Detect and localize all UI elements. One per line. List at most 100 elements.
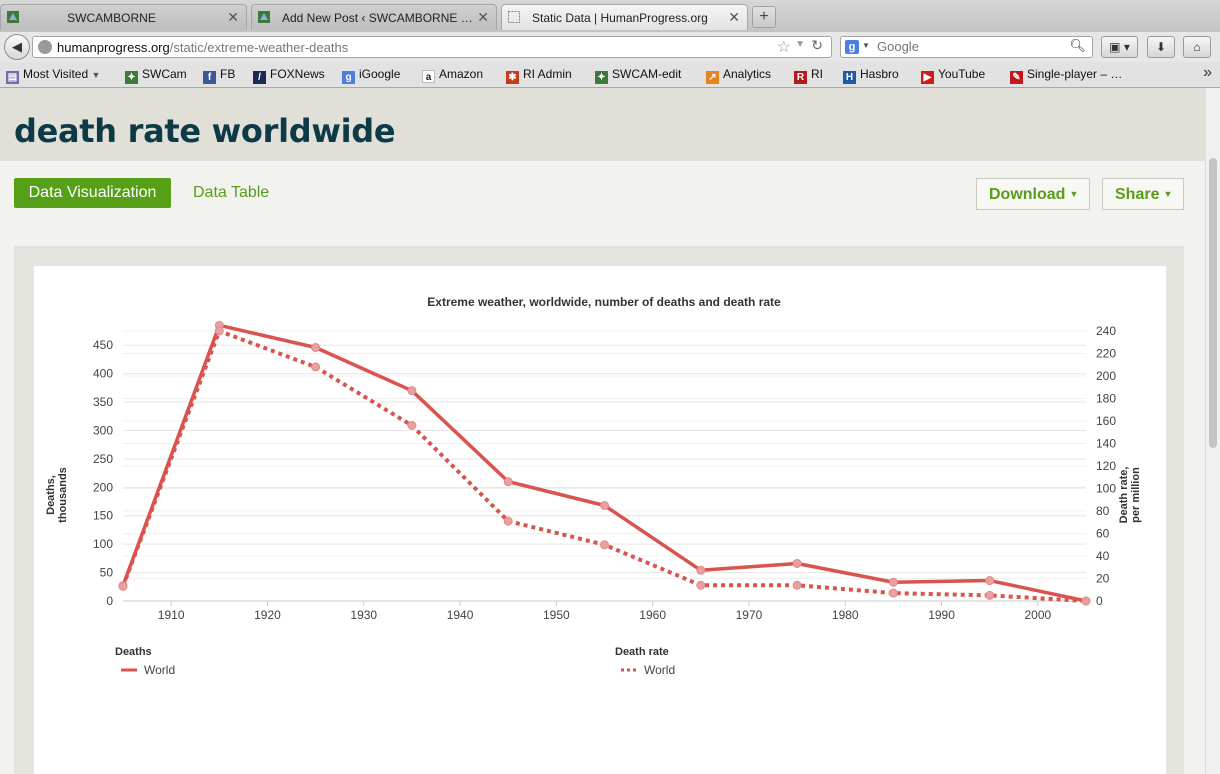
scrollbar-thumb[interactable]: [1209, 158, 1217, 448]
bookmark-ri-admin[interactable]: ✱ RI Admin: [506, 67, 572, 84]
y-left-tick-label: 400: [93, 367, 113, 381]
page-header: death rate worldwide: [0, 88, 1205, 161]
back-arrow-icon: ◀: [12, 39, 22, 54]
y-right-tick-label: 220: [1096, 347, 1116, 361]
chart-card: Extreme weather, worldwide, number of de…: [34, 266, 1166, 774]
bookmark-most-visited[interactable]: ▤ Most Visited ▼: [6, 67, 100, 84]
data-point: [407, 386, 417, 396]
address-url: humanprogress.org/static/extreme-weather…: [57, 40, 348, 55]
engine-dropdown-icon[interactable]: ▼: [862, 41, 870, 50]
y-left-tick-label: 250: [93, 452, 113, 466]
swcam-favicon-icon: [6, 10, 20, 24]
bookmark-ri[interactable]: R RI: [794, 67, 823, 84]
home-icon: ⌂: [1193, 40, 1201, 54]
bookmark-label: SWCam: [142, 67, 187, 81]
bookmark-amazon[interactable]: a Amazon: [422, 67, 483, 83]
bookmark-youtube[interactable]: ▶ YouTube: [921, 67, 985, 84]
bookmark-single-player[interactable]: ✎ Single-player – …: [1010, 67, 1122, 84]
x-tick-label: 1960: [639, 608, 666, 622]
bookmarks-menu-button[interactable]: ▣ ▾: [1101, 36, 1138, 58]
data-point: [888, 577, 898, 587]
legend-series-name: World: [644, 663, 675, 677]
y-right-tick-label: 80: [1096, 504, 1110, 518]
share-label: Share: [1115, 186, 1160, 203]
share-button[interactable]: Share ▼: [1102, 178, 1184, 210]
bookmark-swcam[interactable]: ✦ SWCam: [125, 67, 187, 84]
y-right-tick-label: 200: [1096, 369, 1116, 383]
page-content: death rate worldwide Data Visualization …: [0, 88, 1205, 774]
data-point: [792, 558, 802, 568]
url-domain: humanprogress.org: [57, 40, 170, 55]
y-right-tick-label: 180: [1096, 392, 1116, 406]
y-left-tick-label: 300: [93, 423, 113, 437]
search-input[interactable]: [875, 38, 1069, 55]
new-tab-button[interactable]: +: [752, 6, 776, 28]
bookmark-analytics[interactable]: ↗ Analytics: [706, 67, 771, 84]
bookmark-swcam-edit[interactable]: ✦ SWCAM-edit: [595, 67, 681, 84]
browser-tab-static-data[interactable]: Static Data | HumanProgress.org ✕: [501, 4, 748, 30]
y-axis-left: 0 50 100 150 200 250 300 350 400 450: [93, 338, 113, 608]
data-point: [888, 588, 898, 598]
browser-tab-swcamborne[interactable]: SWCAMBORNE ✕: [0, 4, 247, 30]
chevron-down-icon: ▼: [91, 70, 101, 80]
close-tab-icon[interactable]: ✕: [477, 9, 489, 25]
more-bookmarks-chevron-icon[interactable]: »: [1203, 64, 1212, 81]
line-chart: Extreme weather, worldwide, number of de…: [45, 295, 1142, 677]
bookmark-label: Amazon: [439, 67, 484, 81]
data-point: [792, 580, 802, 590]
google-engine-icon[interactable]: g: [845, 40, 859, 54]
tab-data-table[interactable]: Data Table: [193, 184, 270, 201]
page-title: death rate worldwide: [14, 112, 396, 150]
back-button[interactable]: ◀: [4, 34, 30, 60]
tab-data-visualization[interactable]: Data Visualization: [14, 178, 171, 208]
home-button[interactable]: ⌂: [1183, 36, 1211, 58]
reload-icon[interactable]: ↻: [811, 37, 823, 53]
y-left-tick-label: 100: [93, 537, 113, 551]
downloads-button[interactable]: ⬇: [1147, 36, 1175, 58]
y-axis-left-label: Deaths,thousands: [45, 467, 69, 523]
bookmark-label: FOXNews: [270, 67, 325, 81]
bookmark-label: RI Admin: [523, 67, 572, 81]
bookmark-label: Analytics: [723, 67, 772, 81]
close-tab-icon[interactable]: ✕: [728, 9, 740, 25]
y-right-tick-label: 140: [1096, 437, 1116, 451]
series-line-deaths: [121, 323, 1087, 603]
y-right-tick-label: 160: [1096, 414, 1116, 428]
legend-group-title: Death rate: [615, 646, 669, 658]
bookmark-label: RI: [811, 67, 823, 81]
bookmark-label: Most Visited: [23, 67, 89, 81]
legend-group-title: Deaths: [115, 646, 152, 658]
y-right-tick-label: 40: [1096, 549, 1110, 563]
download-button[interactable]: Download ▼: [976, 178, 1090, 210]
bookmark-foxnews[interactable]: / FOXNews: [253, 67, 325, 84]
y-right-tick-label: 100: [1096, 482, 1116, 496]
x-tick-label: 1990: [928, 608, 955, 622]
bookmark-fb[interactable]: f FB: [203, 67, 235, 84]
blank-page-favicon-icon: [507, 10, 521, 24]
bookmark-igoogle[interactable]: g iGoogle: [342, 67, 400, 84]
data-point: [985, 590, 995, 600]
browser-tab-add-new-post[interactable]: Add New Post ‹ SWCAMBORNE … ✕: [251, 4, 497, 30]
search-icon[interactable]: 🔍︎: [1069, 38, 1086, 53]
y-left-tick-label: 50: [100, 566, 114, 580]
single-player-icon: ✎: [1010, 71, 1023, 84]
history-dropdown-icon[interactable]: ▼: [795, 39, 805, 50]
x-tick-label: 1980: [832, 608, 859, 622]
bookmark-hasbro[interactable]: H Hasbro: [843, 67, 899, 84]
y-right-tick-label: 120: [1096, 459, 1116, 473]
search-bar[interactable]: g ▼ 🔍︎: [840, 36, 1093, 58]
swcam-favicon-icon: [257, 10, 271, 24]
close-tab-icon[interactable]: ✕: [227, 9, 239, 25]
data-point: [696, 565, 706, 575]
url-path: /static/extreme-weather-deaths: [169, 40, 349, 55]
address-bar[interactable]: humanprogress.org/static/extreme-weather…: [32, 36, 832, 58]
download-label: Download: [989, 186, 1066, 203]
bookmark-star-icon[interactable]: ☆: [776, 39, 791, 56]
y-right-tick-label: 20: [1096, 572, 1110, 586]
hasbro-icon: H: [843, 71, 856, 84]
x-tick-label: 1920: [254, 608, 281, 622]
bookmark-label: YouTube: [938, 67, 986, 81]
data-point: [503, 477, 513, 487]
vertical-scrollbar[interactable]: [1205, 88, 1220, 774]
x-tick-label: 1930: [350, 608, 377, 622]
